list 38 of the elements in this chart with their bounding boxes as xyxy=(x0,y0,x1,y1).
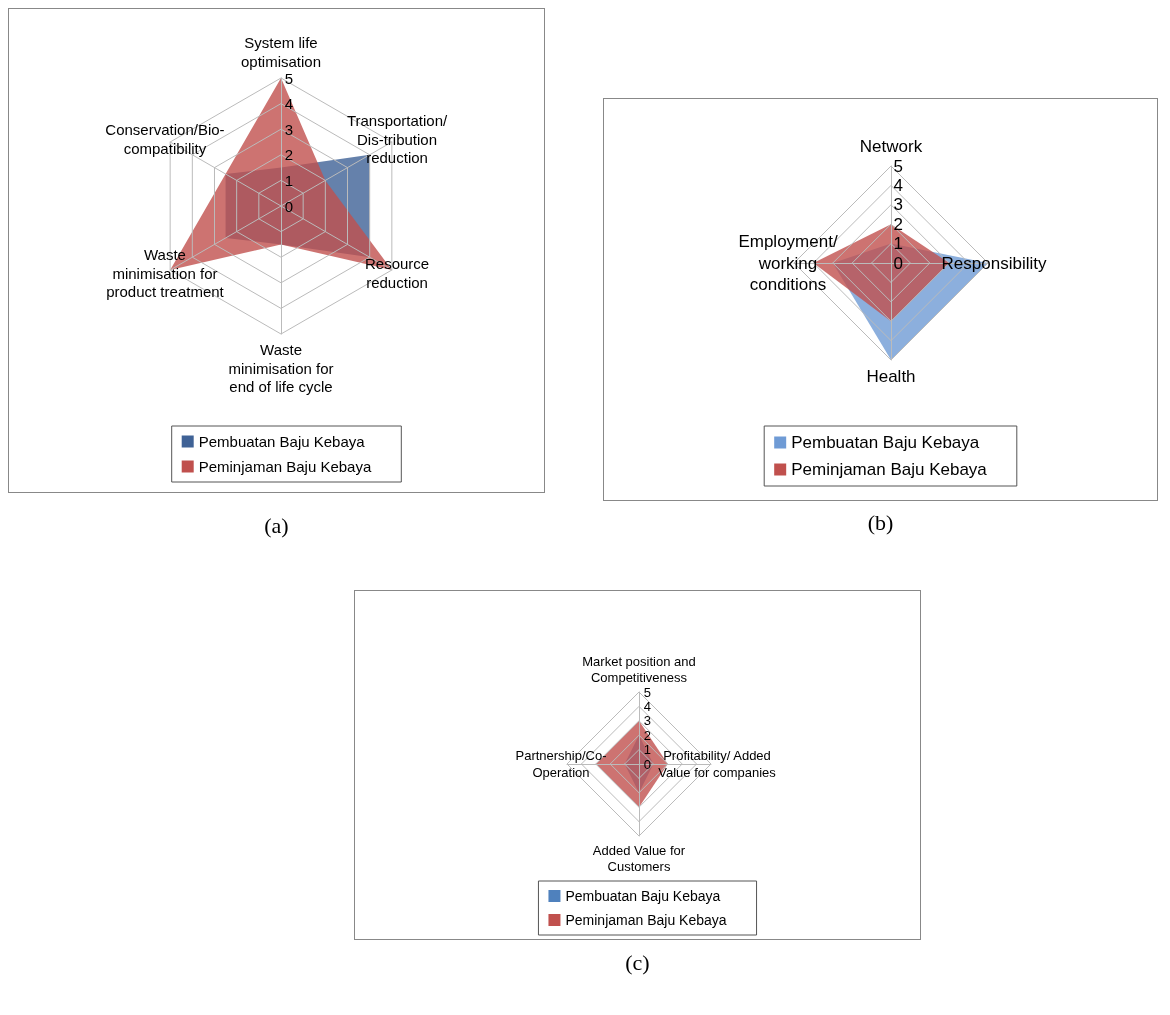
spoke-label: Employment/working conditions xyxy=(738,232,838,294)
spoke-label: Conservation/Bio-compatibility xyxy=(105,121,225,157)
y-tick-label: 3 xyxy=(643,713,651,729)
y-tick-label: 1 xyxy=(893,234,903,254)
spoke-label: Transportation/Dis-tribution reduction xyxy=(346,111,449,167)
y-tick-label: 2 xyxy=(893,214,903,234)
spoke-label: Partnership/Co-Operation xyxy=(515,748,607,780)
y-tick-label: 5 xyxy=(284,69,293,87)
legend-label: Peminjaman Baju Kebaya xyxy=(565,912,727,928)
spoke-label: Network xyxy=(859,137,923,157)
legend-label: Pembuatan Baju Kebaya xyxy=(565,888,721,904)
legend-label: Pembuatan Baju Kebaya xyxy=(198,433,366,450)
y-tick-label: 4 xyxy=(284,95,293,113)
y-tick-label: 0 xyxy=(643,756,651,772)
y-tick-label: 3 xyxy=(284,120,293,138)
y-tick-label: 2 xyxy=(643,727,651,743)
spoke-label: Waste minimisation for end of life cycle xyxy=(228,340,334,396)
y-tick-label: 5 xyxy=(643,684,651,700)
y-tick-label: 1 xyxy=(284,171,293,189)
legend-label: Peminjaman Baju Kebaya xyxy=(198,458,372,475)
y-tick-label: 2 xyxy=(284,146,293,164)
spoke-label: Health xyxy=(866,367,916,387)
y-tick-label: 0 xyxy=(284,197,293,215)
text: (a) xyxy=(263,513,290,539)
y-tick-label: 3 xyxy=(893,195,903,215)
y-tick-label: 4 xyxy=(893,175,903,195)
spoke-label: Added Value for Customers xyxy=(592,842,686,874)
spoke-label: Responsibility xyxy=(941,253,1047,273)
spoke-label: Market position and Competitiveness xyxy=(582,653,696,685)
y-tick-label: 1 xyxy=(643,742,651,758)
text: (b) xyxy=(866,510,895,536)
y-tick-label: 0 xyxy=(893,253,903,273)
spoke-label: System life optimisation xyxy=(240,33,322,70)
y-tick-label: 4 xyxy=(643,698,651,714)
legend-label: Peminjaman Baju Kebaya xyxy=(791,460,988,479)
y-tick-label: 5 xyxy=(893,156,903,176)
legend-label: Pembuatan Baju Kebaya xyxy=(791,433,980,452)
text: (c) xyxy=(624,950,651,976)
